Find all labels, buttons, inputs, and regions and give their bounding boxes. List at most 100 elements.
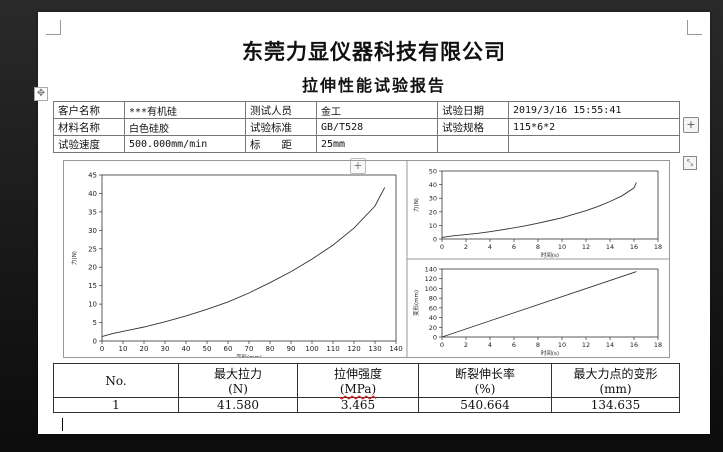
header-line-2: (%) — [474, 382, 496, 396]
header-line-1: 最大拉力 — [213, 367, 262, 381]
info-value: ***有机硅 — [124, 101, 246, 119]
results-header-cell: 拉伸强度 (MPa) — [297, 363, 419, 398]
info-label: 试验规格 — [437, 118, 509, 136]
resize-handle-icon[interactable]: ⤡ — [683, 156, 697, 170]
x-tick-label: 10 — [119, 345, 128, 353]
y-axis-label: 变形(mm) — [412, 290, 420, 316]
x-tick-label: 20 — [140, 345, 149, 353]
text-cursor — [62, 418, 63, 431]
info-row: 试验速度 500.000mm/min 标 距 25mm — [53, 135, 680, 153]
x-tick-label: 10 — [558, 243, 566, 251]
x-axis-label: 变形(mm) — [236, 353, 262, 357]
y-tick-label: 20 — [429, 324, 437, 332]
x-tick-label: 60 — [224, 345, 233, 353]
x-tick-label: 110 — [326, 345, 339, 353]
y-tick-label: 40 — [429, 181, 437, 189]
results-header-cell: 最大拉力 (N) — [178, 363, 298, 398]
plot-area — [101, 174, 397, 342]
y-tick-label: 100 — [425, 285, 437, 293]
header-line-2: (MPa) — [339, 382, 377, 396]
table-move-handle-icon[interactable]: ✥ — [34, 87, 48, 101]
results-header-cell: 断裂伸长率 (%) — [418, 363, 552, 398]
plot-area — [441, 170, 659, 240]
series-line — [441, 271, 637, 338]
series-line — [101, 187, 386, 338]
info-label: 标 距 — [245, 135, 317, 153]
x-tick-label: 2 — [464, 341, 468, 349]
results-cell: 41.580 — [178, 397, 298, 413]
x-tick-label: 14 — [606, 341, 614, 349]
header-line-1: 断裂伸长率 — [454, 367, 515, 381]
y-tick-label: 25 — [88, 245, 97, 253]
results-table: No. 最大拉力 (N) 拉伸强度 (MPa) 断裂伸长率 (%) 最大力点的变… — [53, 363, 680, 413]
x-tick-label: 50 — [203, 345, 212, 353]
x-tick-label: 40 — [182, 345, 191, 353]
info-value: 2019/3/16 15:55:41 — [508, 101, 680, 119]
series-line — [441, 182, 637, 238]
x-tick-label: 4 — [488, 341, 492, 349]
x-axis-label: 时间(s) — [541, 251, 559, 259]
x-tick-label: 8 — [536, 243, 540, 251]
results-cell: 1 — [53, 397, 179, 413]
info-label: 试验标准 — [245, 118, 317, 136]
x-tick-label: 0 — [100, 345, 104, 353]
y-tick-label: 30 — [429, 195, 437, 203]
x-tick-label: 18 — [654, 341, 662, 349]
info-value: 115*6*2 — [508, 118, 680, 136]
results-header-cell: No. — [53, 363, 179, 398]
results-cell: 540.664 — [418, 397, 552, 413]
y-tick-label: 40 — [429, 314, 437, 322]
info-value: GB/T528 — [316, 118, 438, 136]
info-value: 白色硅胶 — [124, 118, 246, 136]
results-header-row: No. 最大拉力 (N) 拉伸强度 (MPa) 断裂伸长率 (%) 最大力点的变… — [53, 363, 680, 398]
y-tick-label: 20 — [88, 264, 97, 272]
info-value: 金工 — [316, 101, 438, 119]
header-line-1: 最大力点的变形 — [573, 367, 658, 381]
info-table: 客户名称 ***有机硅 测试人员 金工 试验日期 2019/3/16 15:55… — [53, 101, 680, 153]
crop-mark-top-left — [46, 20, 61, 35]
y-tick-label: 15 — [88, 282, 97, 290]
insert-row-plus-icon[interactable]: + — [350, 158, 366, 174]
x-tick-label: 0 — [440, 243, 444, 251]
header-line-2: (N) — [228, 382, 248, 396]
y-tick-label: 45 — [88, 172, 97, 180]
x-tick-label: 16 — [630, 341, 638, 349]
info-value: 500.000mm/min — [124, 135, 246, 153]
results-cell: 134.635 — [551, 397, 680, 413]
table-row: 1 41.580 3.465 540.664 134.635 — [53, 397, 680, 413]
x-tick-label: 12 — [582, 341, 590, 349]
x-tick-label: 30 — [161, 345, 170, 353]
header-line-2: (mm) — [599, 382, 632, 396]
y-tick-label: 50 — [429, 168, 437, 176]
x-tick-label: 18 — [654, 243, 662, 251]
y-tick-label: 10 — [429, 222, 437, 230]
y-tick-label: 80 — [429, 295, 437, 303]
x-tick-label: 70 — [245, 345, 254, 353]
y-tick-label: 20 — [429, 208, 437, 216]
x-tick-label: 120 — [347, 345, 360, 353]
x-axis-label: 时间(s) — [541, 349, 559, 357]
x-tick-label: 6 — [512, 243, 516, 251]
y-tick-label: 140 — [425, 266, 437, 274]
info-label: 试验速度 — [53, 135, 125, 153]
y-axis-label: 力(N) — [412, 198, 420, 212]
y-tick-label: 60 — [429, 304, 437, 312]
add-column-plus-icon[interactable]: + — [683, 117, 699, 133]
header-line-1: 拉伸强度 — [333, 367, 382, 381]
x-tick-label: 4 — [488, 243, 492, 251]
y-tick-label: 0 — [433, 334, 437, 342]
x-tick-label: 130 — [368, 345, 381, 353]
x-tick-label: 90 — [287, 345, 296, 353]
x-tick-label: 80 — [266, 345, 275, 353]
report-title: 拉伸性能试验报告 — [301, 76, 446, 95]
x-tick-label: 10 — [558, 341, 566, 349]
x-tick-label: 8 — [536, 341, 540, 349]
y-tick-label: 0 — [433, 236, 437, 244]
header-line-1: No. — [105, 373, 127, 388]
y-tick-label: 0 — [93, 338, 97, 346]
y-tick-label: 40 — [88, 190, 97, 198]
charts-frame: 0 10 20 30 40 50 60 70 80 90 100 110 120 130 140 0 5 10 15… — [63, 160, 670, 361]
info-row: 客户名称 ***有机硅 测试人员 金工 试验日期 2019/3/16 15:55… — [53, 101, 680, 119]
y-tick-label: 35 — [88, 208, 97, 216]
company-name: 东莞力显仪器科技有限公司 — [242, 39, 506, 64]
